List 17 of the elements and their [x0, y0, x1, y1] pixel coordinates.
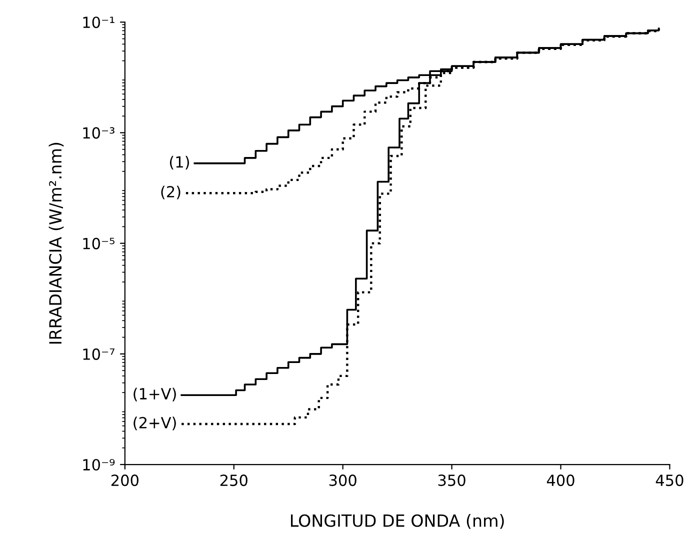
series-label: (2+V) — [134, 416, 176, 430]
series-label: (2) — [161, 186, 180, 200]
x-tick-label: 450 — [656, 474, 684, 486]
y-tick-label: 10⁻⁵ — [83, 238, 114, 250]
y-tick-label: 10⁻⁷ — [83, 348, 114, 360]
x-tick-label: 300 — [329, 474, 356, 486]
y-tick-label: 10⁻¹ — [83, 16, 114, 28]
x-tick-label: 350 — [438, 474, 466, 486]
series-label: (1+V) — [134, 388, 176, 402]
y-axis-title: IRRADIANCIA (W/m².nm) — [48, 142, 64, 344]
series-label: (1) — [170, 156, 189, 170]
x-tick-label: 250 — [220, 474, 248, 486]
x-tick-label: 400 — [546, 474, 574, 486]
y-tick-label: 10⁻⁹ — [83, 458, 115, 471]
x-tick-label: 200 — [111, 474, 138, 486]
x-axis-title: LONGITUD DE ONDA (nm) — [291, 514, 504, 529]
y-tick-label: 10⁻³ — [83, 127, 114, 139]
